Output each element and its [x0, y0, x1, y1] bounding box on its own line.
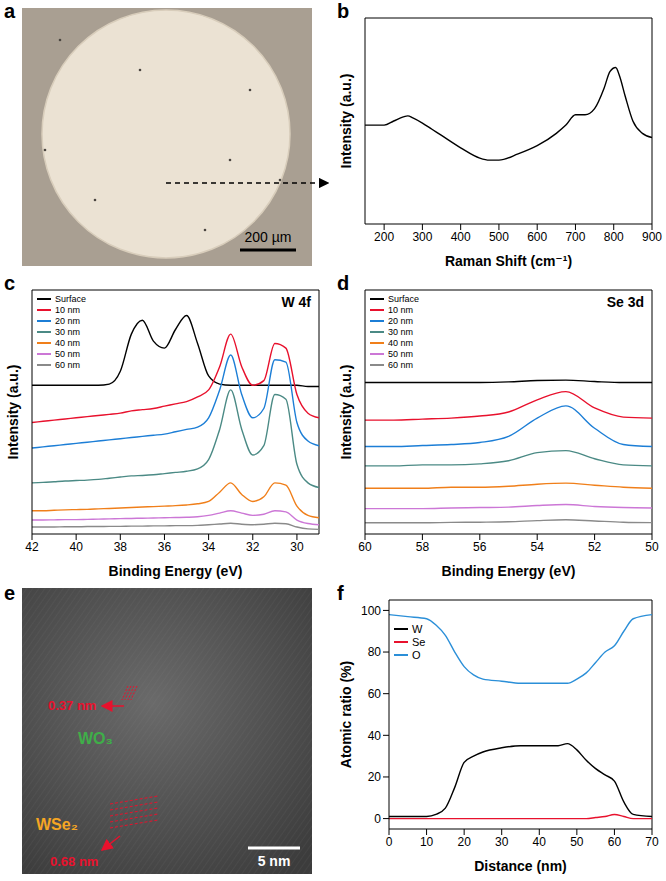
svg-text:Intensity (a.u.): Intensity (a.u.): [5, 365, 21, 460]
svg-text:50: 50: [570, 835, 584, 849]
svg-text:Intensity (a.u.): Intensity (a.u.): [338, 74, 354, 169]
svg-text:50: 50: [645, 540, 659, 554]
html-text:20 nm: 20 nm: [388, 315, 413, 326]
svg-text:600: 600: [527, 230, 547, 244]
svg-text:WSe₂: WSe₂: [36, 816, 78, 833]
html-text:c: c: [4, 272, 16, 294]
svg-text:42: 42: [25, 540, 39, 554]
svg-text:Intensity (a.u.): Intensity (a.u.): [338, 365, 354, 460]
svg-text:0.37 nm: 0.37 nm: [48, 698, 96, 713]
html-text:a: a: [4, 0, 16, 22]
svg-text:10: 10: [420, 835, 434, 849]
svg-text:34: 34: [202, 540, 216, 554]
svg-text:60: 60: [608, 835, 622, 849]
svg-text:Binding Energy (eV): Binding Energy (eV): [442, 563, 576, 579]
html-text:b: b: [337, 0, 350, 22]
html-text:Se 3d: Se 3d: [606, 294, 644, 310]
svg-text:200: 200: [374, 230, 394, 244]
svg-text:60: 60: [368, 687, 382, 701]
svg-text:800: 800: [604, 230, 624, 244]
svg-text:100: 100: [361, 604, 381, 618]
svg-text:20: 20: [368, 770, 382, 784]
html-text:50 nm: 50 nm: [55, 348, 80, 359]
html-text:30 nm: 30 nm: [55, 326, 80, 337]
svg-text:500: 500: [489, 230, 509, 244]
svg-text:0: 0: [374, 812, 381, 826]
svg-text:0.68 nm: 0.68 nm: [50, 854, 98, 869]
html-text:60 nm: 60 nm: [55, 359, 80, 370]
html-text:Se: Se: [412, 635, 426, 648]
html-text:30 nm: 30 nm: [388, 326, 413, 337]
svg-text:700: 700: [565, 230, 585, 244]
svg-text:WO₃: WO₃: [78, 730, 113, 747]
html-text:e: e: [4, 582, 16, 604]
svg-text:900: 900: [642, 230, 662, 244]
html-text:Surface: Surface: [55, 293, 86, 304]
svg-text:0: 0: [386, 835, 393, 849]
html-text:10 nm: 10 nm: [55, 304, 80, 315]
svg-text:56: 56: [473, 540, 487, 554]
svg-text:40: 40: [368, 729, 382, 743]
svg-text:30: 30: [495, 835, 509, 849]
svg-text:Atomic ratio (%): Atomic ratio (%): [338, 661, 354, 768]
svg-text:200 µm: 200 µm: [245, 229, 292, 245]
html-text:40 nm: 40 nm: [55, 337, 80, 348]
html-text:40 nm: 40 nm: [388, 337, 413, 348]
html-text:d: d: [337, 272, 350, 294]
html-text:Surface: Surface: [388, 293, 419, 304]
svg-text:400: 400: [451, 230, 471, 244]
svg-text:38: 38: [114, 540, 128, 554]
svg-text:70: 70: [645, 835, 659, 849]
svg-text:60: 60: [358, 540, 372, 554]
html-text:W 4f: W 4f: [281, 294, 311, 310]
svg-text:Distance (nm): Distance (nm): [474, 858, 567, 874]
svg-text:54: 54: [531, 540, 545, 554]
svg-text:20: 20: [457, 835, 471, 849]
svg-text:40: 40: [533, 835, 547, 849]
html-text:60 nm: 60 nm: [388, 359, 413, 370]
html-text:20 nm: 20 nm: [55, 315, 80, 326]
svg-text:36: 36: [158, 540, 172, 554]
svg-text:Raman Shift (cm⁻¹): Raman Shift (cm⁻¹): [445, 253, 572, 269]
svg-text:Binding Energy (eV): Binding Energy (eV): [109, 563, 243, 579]
svg-text:32: 32: [246, 540, 260, 554]
html-text:50 nm: 50 nm: [388, 348, 413, 359]
html-text:10 nm: 10 nm: [388, 304, 413, 315]
svg-text:5 nm: 5 nm: [258, 853, 291, 869]
svg-text:300: 300: [412, 230, 432, 244]
svg-text:58: 58: [416, 540, 430, 554]
html-text:f: f: [337, 582, 344, 604]
html-text:W: W: [412, 622, 423, 635]
svg-text:52: 52: [588, 540, 602, 554]
svg-text:30: 30: [290, 540, 304, 554]
html-text:O: O: [412, 648, 421, 661]
svg-text:40: 40: [69, 540, 83, 554]
svg-text:80: 80: [368, 645, 382, 659]
